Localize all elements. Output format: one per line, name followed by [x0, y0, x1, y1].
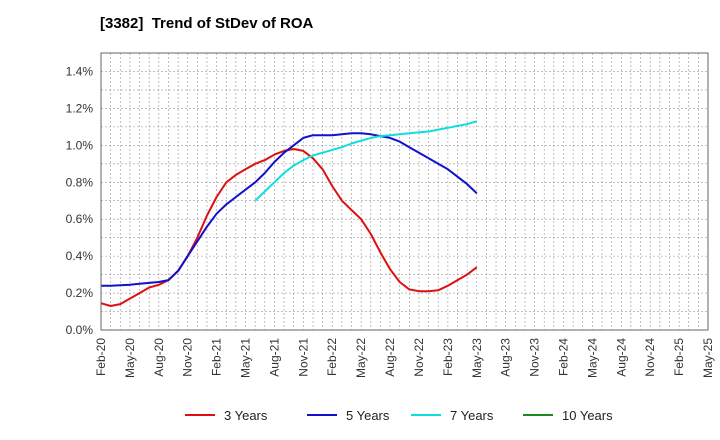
- x-tick-label: Nov-22: [412, 338, 426, 377]
- x-tick-label: Aug-21: [267, 338, 281, 377]
- x-tick-label: Feb-23: [441, 338, 455, 376]
- y-tick-label: 0.4%: [66, 249, 94, 263]
- x-tick-label: Aug-20: [152, 338, 166, 377]
- x-tick-label: Nov-20: [181, 338, 195, 377]
- x-tick-label: Feb-24: [556, 338, 570, 376]
- y-tick-label: 0.2%: [66, 286, 94, 300]
- y-tick-label: 1.4%: [66, 64, 94, 78]
- x-tick-label: Feb-21: [210, 338, 224, 376]
- x-tick-label: Feb-25: [672, 338, 686, 376]
- y-tick-label: 1.0%: [66, 138, 94, 152]
- x-tick-label: Aug-23: [499, 338, 513, 377]
- plot-frame: [100, 52, 709, 331]
- x-tick-label: May-22: [354, 338, 368, 378]
- y-axis-ticks: 0.0% 0.2% 0.4% 0.6% 0.8% 1.0% 1.2% 1.4%: [66, 64, 94, 337]
- series-lines: [100, 120, 478, 307]
- y-tick-label: 0.0%: [66, 323, 94, 337]
- y-tick-label: 0.6%: [66, 212, 94, 226]
- legend-label: 7 Years: [450, 408, 494, 423]
- x-tick-label: Nov-21: [296, 338, 310, 377]
- x-tick-label: Feb-22: [325, 338, 339, 376]
- grid: [101, 53, 708, 330]
- x-tick-label: May-20: [123, 338, 137, 378]
- y-tick-label: 1.2%: [66, 101, 94, 115]
- x-tick-label: May-23: [470, 338, 484, 378]
- legend-label: 5 Years: [346, 408, 390, 423]
- series-line-5-years: [101, 132, 478, 287]
- legend-label: 10 Years: [562, 408, 613, 423]
- x-tick-label: Aug-24: [614, 338, 628, 377]
- x-axis-ticks: Feb-20 May-20 Aug-20 Nov-20 Feb-21 May-21 Aug-…: [94, 338, 715, 378]
- y-tick-label: 0.8%: [66, 175, 94, 189]
- legend: 3 Years 5 Years 7 Years 10 Years: [185, 408, 613, 423]
- series-line-7-years: [254, 120, 478, 202]
- x-tick-label: May-24: [585, 338, 599, 378]
- x-tick-label: May-21: [239, 338, 253, 378]
- x-tick-label: Nov-24: [643, 338, 657, 377]
- x-tick-label: Aug-22: [383, 338, 397, 377]
- x-tick-label: Feb-20: [94, 338, 108, 376]
- legend-label: 3 Years: [224, 408, 268, 423]
- x-tick-label: May-25: [701, 338, 715, 378]
- x-tick-label: Nov-23: [528, 338, 542, 377]
- chart-title: [3382] Trend of StDev of ROA: [100, 15, 314, 32]
